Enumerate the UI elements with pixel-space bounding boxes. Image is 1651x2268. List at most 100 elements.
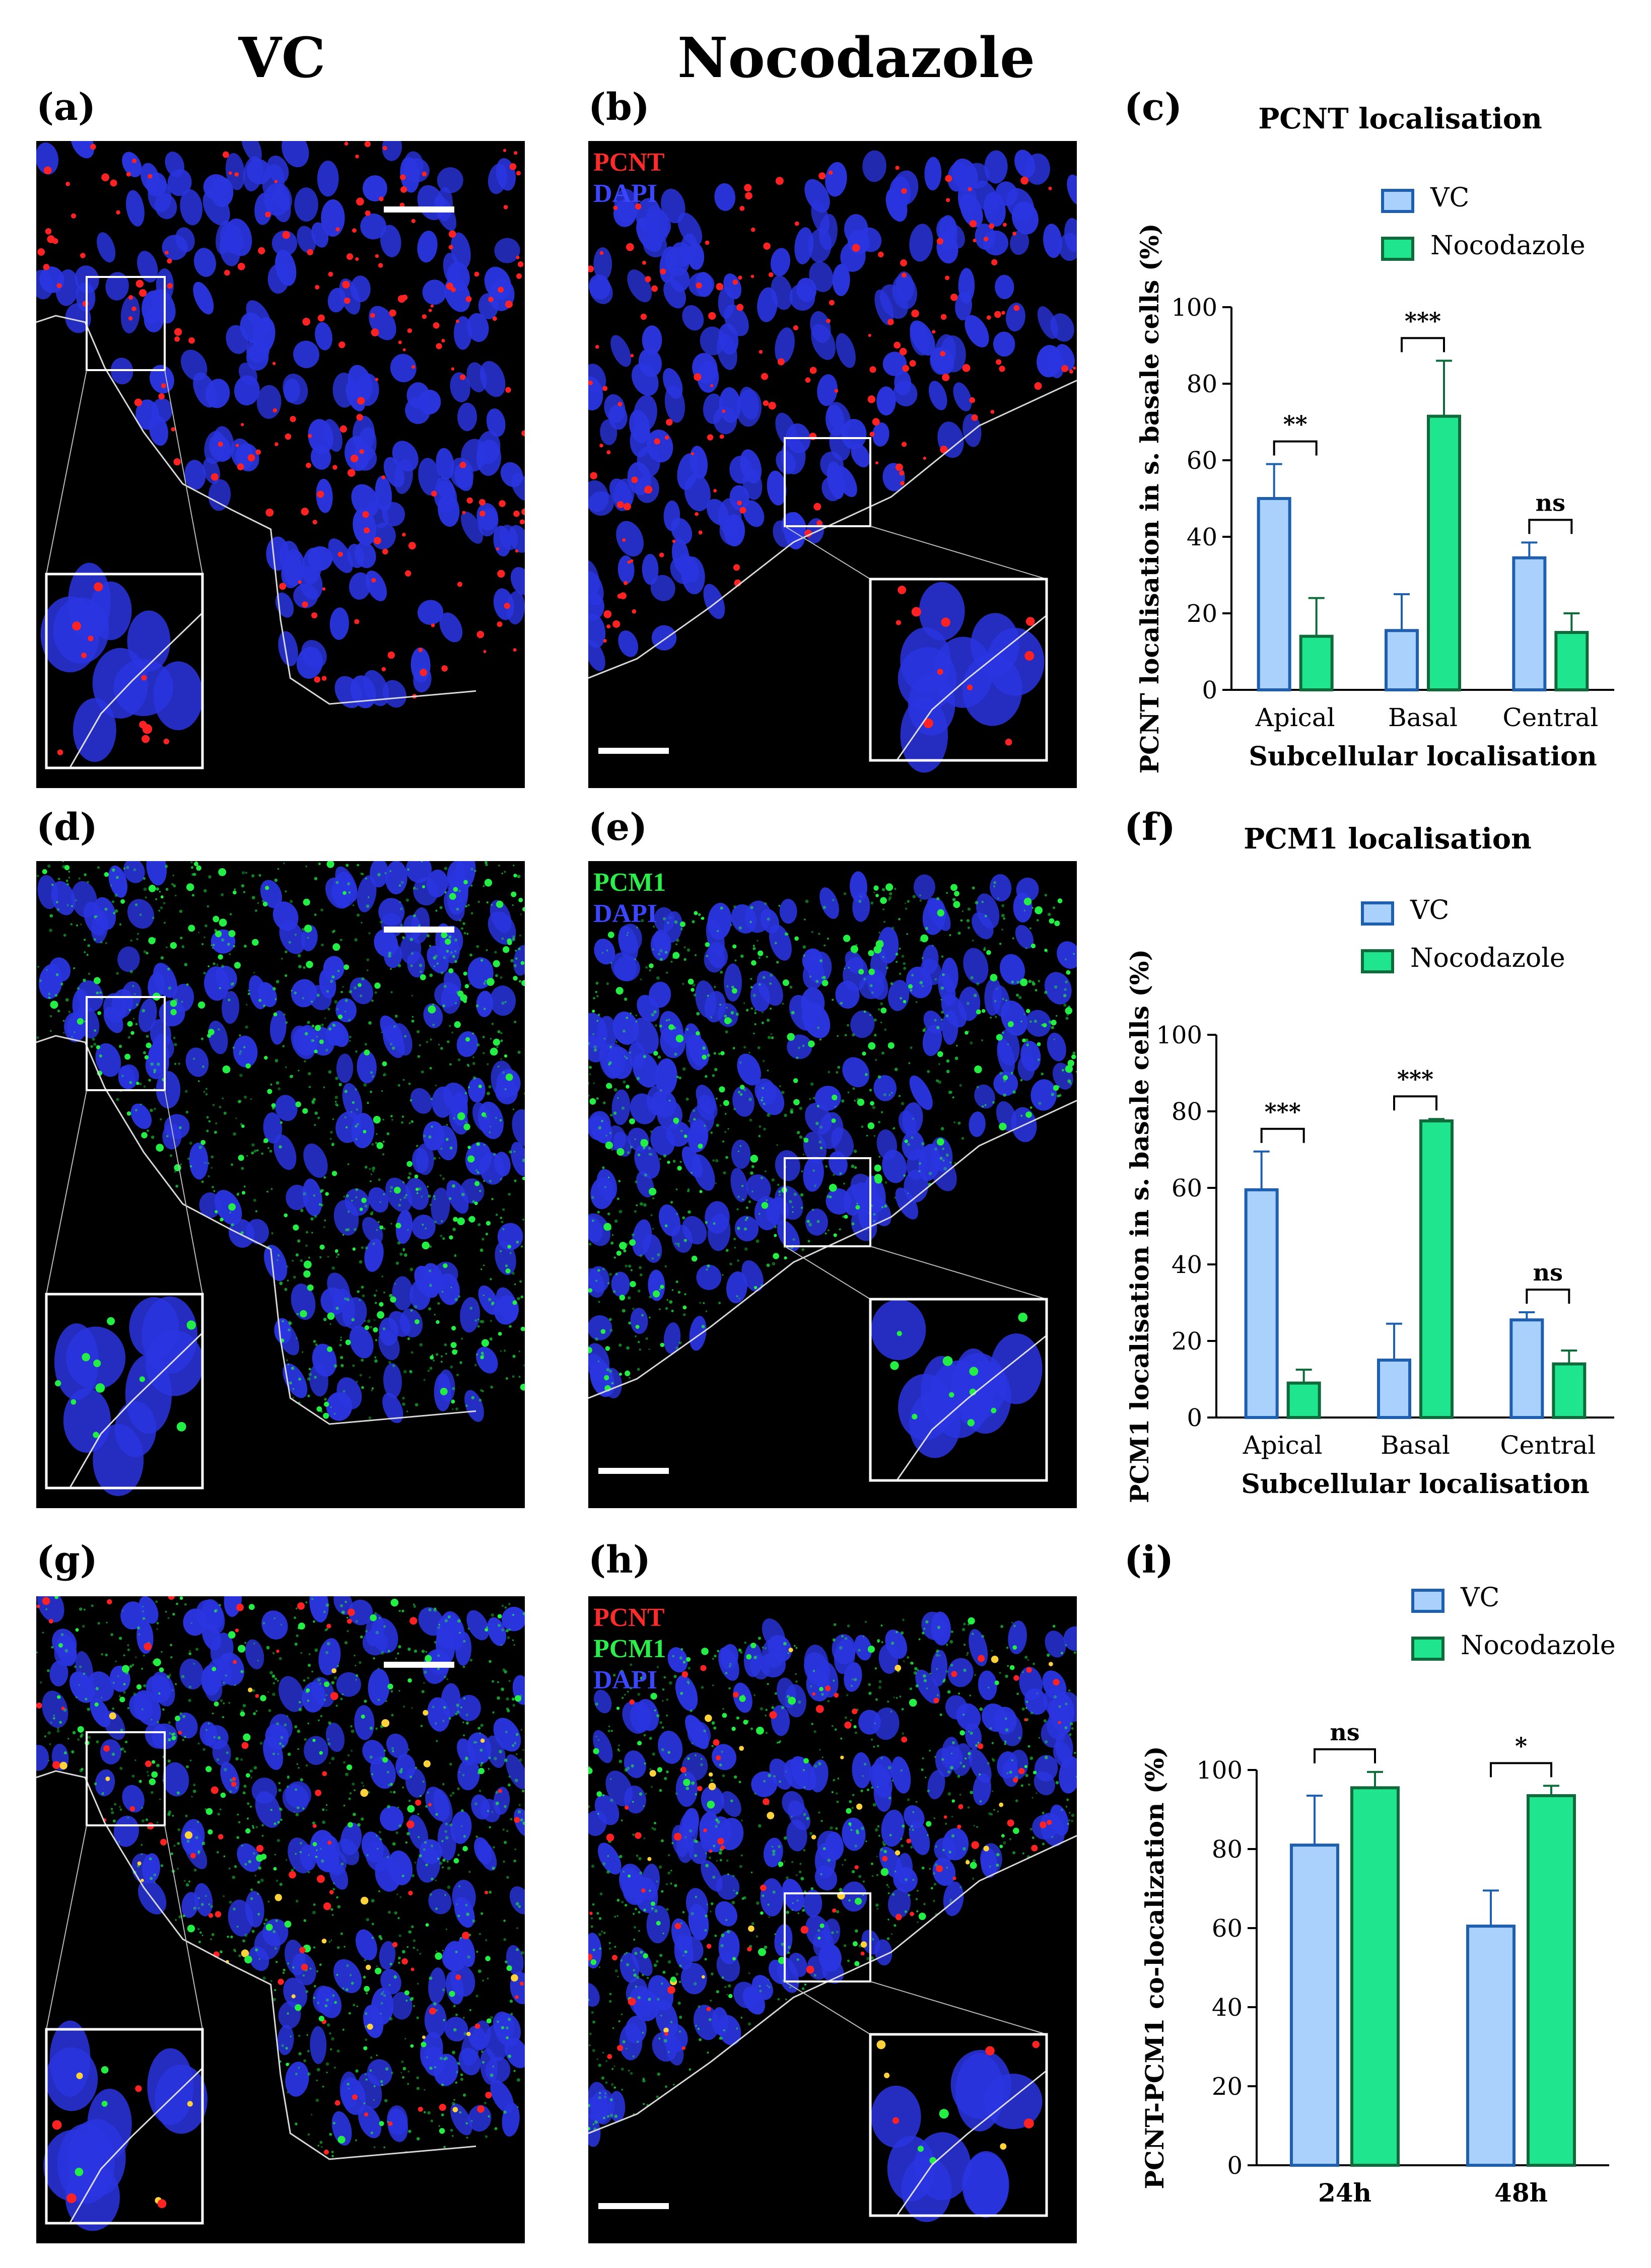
chart-pcnt-pcm1-colocalization: VC Nocodazole 0 20 40 60 80 100 PCNT-PCM1 co-loc… <box>1140 1583 1616 2208</box>
micrograph-d <box>36 861 525 1508</box>
bar <box>1290 1844 1339 2167</box>
legend-swatch <box>1381 237 1414 261</box>
zoom-connector <box>870 1246 1047 1300</box>
x-tick-label: Central <box>1502 703 1598 732</box>
puncta-layer <box>588 881 1077 1392</box>
bar <box>1512 556 1547 691</box>
y-axis-label: PCNT-PCM1 co-localization (%) <box>1140 1746 1170 2189</box>
puncta-layer <box>36 861 525 1420</box>
scale-bar <box>384 1662 454 1668</box>
y-tick-label: 40 <box>1172 1251 1202 1279</box>
y-tick-label: 20 <box>1172 1327 1202 1356</box>
x-tick-label: Basal <box>1381 1431 1450 1460</box>
channel-label-pcm1: PCM1 <box>593 868 666 897</box>
zoom-connector <box>46 1825 87 2030</box>
zoom-region-box <box>86 276 166 371</box>
micrograph-e <box>588 861 1077 1508</box>
bar <box>1527 1794 1576 2167</box>
significance-label: *** <box>1397 1066 1433 1093</box>
significance-label: ns <box>1536 489 1565 516</box>
micrograph-h-canvas <box>588 1611 1077 2222</box>
significance-label: * <box>1515 1732 1527 1759</box>
micrograph-d-canvas <box>36 861 525 1497</box>
panel-label-h: (h) <box>588 1538 651 1582</box>
chart-title: PCM1 localisation <box>1244 822 1532 856</box>
zoom-inset <box>869 2033 1048 2222</box>
significance-bracket <box>1273 440 1318 456</box>
bar <box>1552 1362 1587 1419</box>
legend-label: Nocodazole <box>1410 943 1565 973</box>
y-tick-label: 80 <box>1187 370 1217 398</box>
scale-bar <box>384 927 454 933</box>
legend-swatch <box>1361 901 1394 926</box>
tissue-boundary <box>36 1035 476 1425</box>
bar <box>1257 497 1291 691</box>
puncta-layer <box>36 1596 525 2157</box>
puncta-layer <box>588 1617 1077 2131</box>
significance-bracket <box>1260 1127 1305 1143</box>
y-tick-label: 40 <box>1187 523 1217 551</box>
panel-label-b: (b) <box>588 86 650 129</box>
legend-swatch <box>1411 1589 1444 1613</box>
significance-label: ns <box>1533 1259 1563 1286</box>
channel-label-pcnt: PCNT <box>593 148 665 177</box>
zoom-region-box <box>86 1731 166 1826</box>
scale-bar <box>384 206 454 212</box>
chart-pcnt-localisation: PCNT localisation VC Nocodazole 0 20 40 60 80 10… <box>1135 102 1614 774</box>
x-tick-label: 48h <box>1494 2178 1548 2208</box>
micrograph-h <box>588 1596 1077 2243</box>
micrograph-a-canvas <box>36 141 525 769</box>
bar <box>1554 631 1589 691</box>
legend-swatch <box>1381 189 1414 213</box>
significance-label: ns <box>1330 1719 1359 1746</box>
bar <box>1419 1119 1454 1419</box>
y-tick-label: 0 <box>1202 676 1217 704</box>
bar <box>1299 634 1334 691</box>
significance-bracket <box>1490 1762 1552 1778</box>
nuclei-layer <box>36 1596 525 2146</box>
x-tick-label: Basal <box>1388 703 1458 732</box>
y-tick-label: 20 <box>1187 600 1217 628</box>
column-header-nocodazole: Nocodazole <box>677 25 1036 90</box>
zoom-connector <box>164 1825 203 2030</box>
bar <box>1509 1318 1544 1420</box>
zoom-connector <box>870 1981 1047 2035</box>
bar <box>1350 1786 1400 2167</box>
tissue-boundary <box>36 315 476 705</box>
zoom-connector <box>784 526 871 580</box>
legend-swatch <box>1361 949 1394 973</box>
channel-label-pcm1: PCM1 <box>593 1635 666 1663</box>
zoom-connector <box>870 526 1047 580</box>
bar <box>1286 1381 1321 1419</box>
micrograph-a <box>36 141 525 788</box>
x-tick-label: 24h <box>1318 2178 1371 2208</box>
puncta-layer <box>588 166 1076 643</box>
y-tick-label: 60 <box>1212 1915 1243 1943</box>
zoom-region-box <box>784 437 871 527</box>
legend-label: Nocodazole <box>1430 231 1586 261</box>
significance-bracket <box>1526 1289 1570 1304</box>
y-axis-label: PCM1 localisation in s. basale cells (%) <box>1125 949 1154 1503</box>
significance-bracket <box>1393 1095 1437 1111</box>
puncta-layer <box>37 141 525 699</box>
legend-swatch <box>1411 1637 1444 1661</box>
tissue-boundary <box>36 1770 476 2160</box>
significance-label: *** <box>1405 307 1441 334</box>
channel-label-dapi: DAPI <box>593 899 658 928</box>
bar <box>1244 1188 1279 1419</box>
channel-labels-b: PCNT DAPI <box>593 147 665 209</box>
y-tick-label: 100 <box>1171 294 1217 322</box>
significance-bracket <box>1528 519 1573 534</box>
significance-bracket <box>1314 1748 1376 1763</box>
scale-bar <box>598 2203 669 2209</box>
x-axis-label: Subcellular localisation <box>1241 1469 1589 1500</box>
channel-labels-h: PCNT PCM1 DAPI <box>593 1602 666 1696</box>
channel-label-dapi: DAPI <box>593 179 658 208</box>
channel-label-pcnt: PCNT <box>593 1603 665 1632</box>
micrograph-g <box>36 1596 525 2243</box>
zoom-inset <box>869 578 1048 773</box>
panel-label-d: (d) <box>36 806 98 849</box>
zoom-inset <box>45 1293 204 1497</box>
x-tick-label: Apical <box>1255 703 1335 732</box>
y-tick-label: 100 <box>1156 1021 1202 1049</box>
